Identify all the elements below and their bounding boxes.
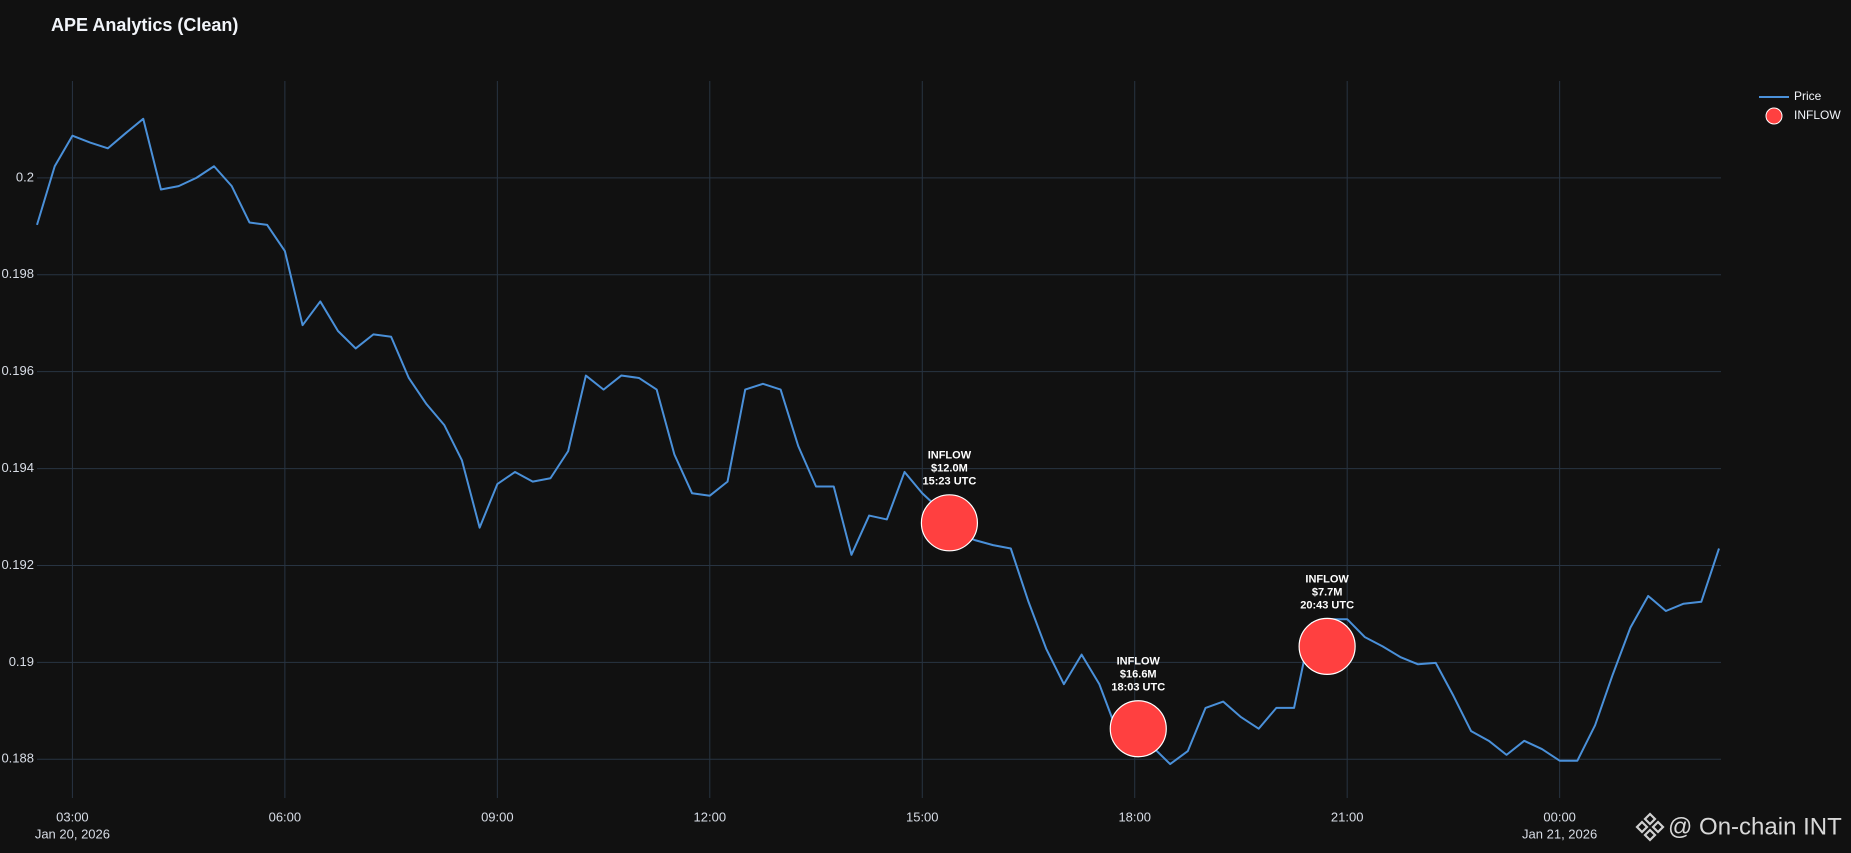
legend-marker	[1765, 107, 1783, 125]
chart-title: APE Analytics (Clean)	[51, 15, 238, 35]
logo-shape	[1635, 812, 1665, 842]
watermark-logo	[1635, 812, 1665, 842]
annotation-amount: $16.6M	[1120, 669, 1157, 681]
y-tick-label: 0.198	[1, 266, 34, 281]
annotation-amount: $12.0M	[931, 463, 968, 475]
annotation-time: 15:23 UTC	[923, 476, 977, 488]
x-tick-label: 00:00	[1543, 809, 1576, 824]
x-tick-label: 03:00	[56, 809, 89, 824]
annotation-title: INFLOW	[928, 450, 972, 462]
y-tick-label: 0.196	[1, 363, 34, 378]
x-tick-label: 09:00	[481, 809, 514, 824]
legend-label: INFLOW	[1794, 108, 1841, 122]
inflow-marker	[1109, 700, 1167, 758]
x-tick-label: 12:00	[694, 809, 727, 824]
annotation-amount: $7.7M	[1312, 586, 1343, 598]
x-tick-label: 18:00	[1118, 809, 1151, 824]
y-tick-label: 0.192	[1, 557, 34, 572]
inflow-marker	[1298, 617, 1356, 675]
legend-label: Price	[1794, 89, 1822, 103]
watermark: @ On-chain INT	[1668, 813, 1842, 840]
y-tick-label: 0.188	[1, 751, 34, 766]
annotation-title: INFLOW	[1305, 573, 1349, 585]
annotation-title: INFLOW	[1117, 656, 1161, 668]
x-tick-label: 21:00	[1331, 809, 1364, 824]
y-tick-label: 0.194	[1, 460, 34, 475]
x-tick-sublabel: Jan 20, 2026	[35, 826, 110, 841]
y-tick-label: 0.2	[16, 169, 34, 184]
x-tick-label: 06:00	[269, 809, 302, 824]
price-line	[36, 117, 1720, 766]
inflow-marker	[920, 494, 979, 552]
annotation-time: 20:43 UTC	[1300, 599, 1354, 611]
x-tick-label: 15:00	[906, 809, 939, 824]
y-tick-label: 0.19	[9, 654, 34, 669]
x-tick-sublabel: Jan 21, 2026	[1522, 826, 1597, 841]
annotation-time: 18:03 UTC	[1111, 682, 1165, 694]
